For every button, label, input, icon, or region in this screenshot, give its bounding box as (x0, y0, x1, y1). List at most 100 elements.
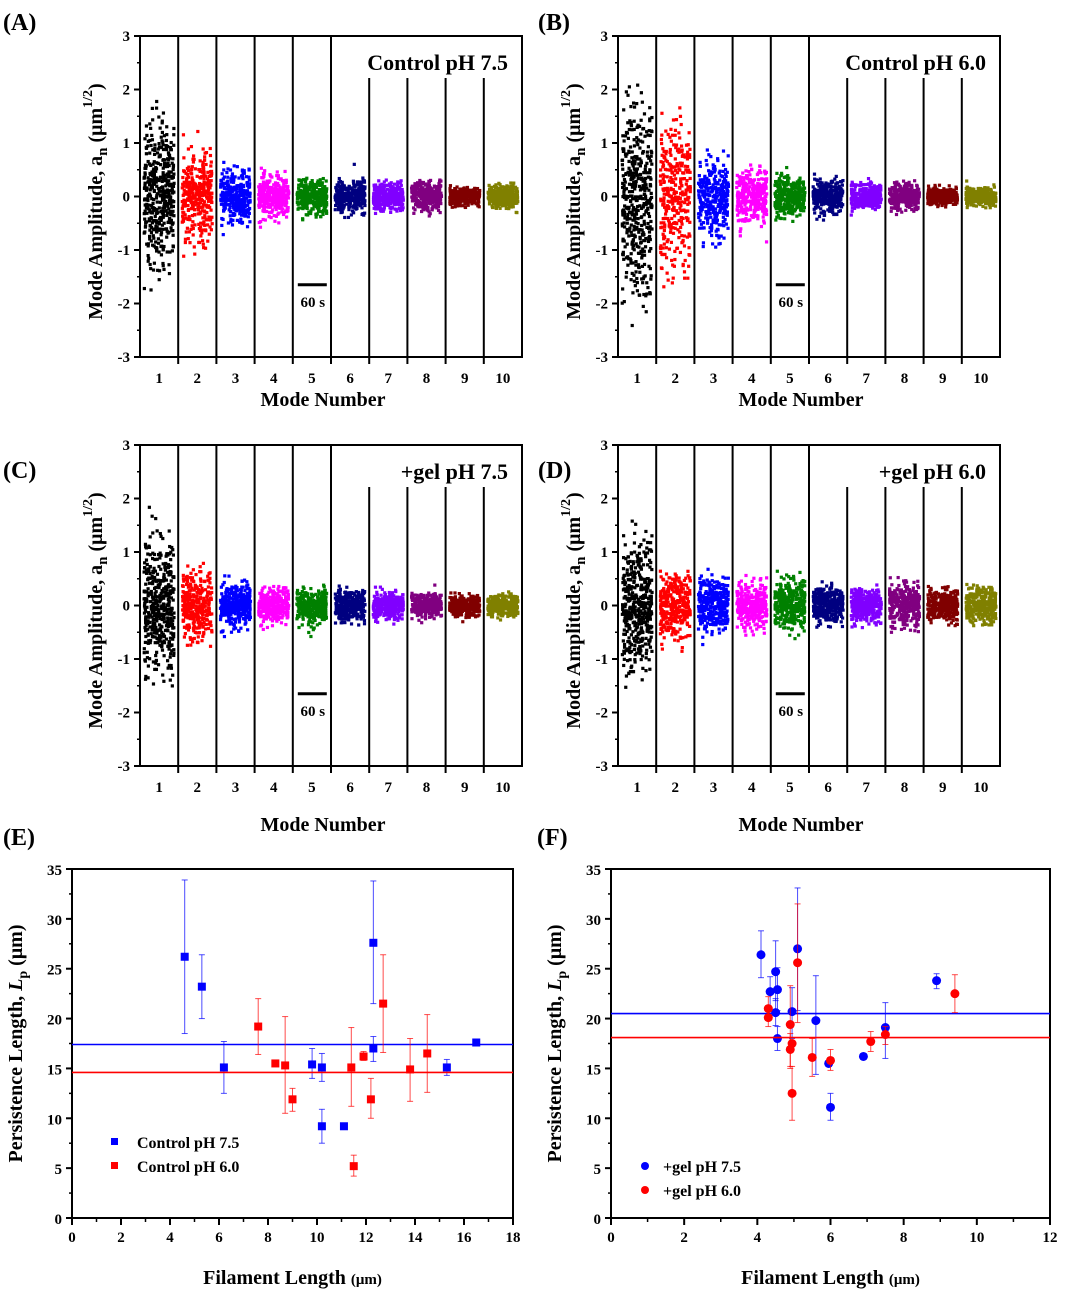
data-point (674, 197, 678, 201)
data-point (338, 188, 342, 193)
data-point (310, 191, 315, 195)
data-point (684, 192, 688, 196)
data-point (765, 177, 769, 181)
data-point (641, 205, 645, 209)
data-point (714, 221, 719, 225)
data-point (701, 241, 706, 245)
data-point (162, 267, 166, 272)
data-point (151, 168, 156, 172)
data-point (494, 206, 498, 210)
data-point (739, 179, 743, 183)
data-point (701, 221, 706, 225)
data-point (706, 189, 710, 193)
data-point (358, 201, 363, 206)
data-point (190, 176, 194, 180)
data-point (273, 201, 277, 205)
mode-2-points (658, 106, 692, 289)
data-point (155, 99, 159, 104)
data-point (714, 195, 718, 199)
data-point (159, 253, 164, 257)
data-point (325, 211, 329, 215)
data-point (514, 192, 518, 196)
data-point (315, 202, 319, 206)
data-point (247, 178, 251, 182)
data-point (795, 206, 799, 210)
condition-label: Control pH 7.5 (367, 50, 508, 75)
data-point (774, 218, 778, 222)
data-point (389, 189, 393, 193)
data-point (208, 191, 212, 195)
data-point (722, 177, 727, 181)
data-point (351, 211, 356, 215)
data-point (377, 205, 381, 209)
data-point (191, 154, 196, 158)
data-point (721, 149, 726, 153)
data-point (673, 190, 677, 194)
data-point (753, 207, 757, 211)
data-point (417, 188, 421, 192)
data-point (688, 155, 692, 159)
data-point (439, 201, 443, 206)
data-point (318, 203, 322, 207)
data-point (433, 195, 438, 199)
data-point (223, 206, 227, 210)
data-point (626, 93, 630, 97)
data-point (353, 185, 357, 189)
data-point (630, 203, 634, 207)
data-point (418, 205, 422, 209)
data-point (274, 207, 278, 212)
data-point (460, 192, 464, 196)
data-point (186, 217, 190, 222)
data-point (183, 237, 188, 241)
data-point (700, 201, 704, 205)
data-point (492, 184, 497, 188)
data-point (724, 194, 728, 199)
data-point (199, 234, 203, 238)
y-tick-label: 0 (123, 190, 131, 206)
data-point (271, 191, 276, 195)
data-point (361, 188, 366, 192)
data-point (359, 196, 363, 201)
data-point (267, 202, 271, 206)
data-point (671, 231, 676, 235)
data-point (620, 158, 624, 163)
data-point (246, 210, 250, 214)
data-point (452, 191, 457, 195)
data-point (382, 190, 387, 194)
data-point (722, 197, 726, 201)
data-point (712, 177, 716, 181)
data-point (356, 203, 360, 207)
data-point (718, 178, 722, 182)
data-point (775, 171, 779, 175)
data-point (632, 138, 636, 142)
data-point (417, 194, 421, 198)
data-point (354, 183, 358, 187)
data-point (761, 177, 766, 181)
data-point (439, 192, 443, 196)
data-point (193, 203, 197, 207)
data-point (681, 153, 685, 158)
data-point (627, 173, 631, 177)
data-point (636, 208, 640, 213)
data-point (185, 185, 189, 189)
data-point (169, 140, 173, 145)
data-point (399, 183, 403, 187)
data-point (487, 183, 491, 187)
data-point (257, 185, 261, 189)
data-point (191, 205, 195, 209)
data-point (416, 204, 420, 208)
data-point (148, 171, 152, 176)
data-point (633, 213, 637, 217)
data-point (164, 173, 168, 177)
data-point (282, 193, 286, 197)
data-point (672, 199, 677, 203)
data-point (385, 193, 390, 197)
data-point (697, 215, 701, 220)
data-point (642, 213, 646, 217)
data-point (741, 209, 745, 213)
data-point (183, 201, 187, 205)
data-point (660, 252, 664, 256)
data-point (187, 192, 191, 197)
x-tick-label: 7 (385, 371, 393, 387)
